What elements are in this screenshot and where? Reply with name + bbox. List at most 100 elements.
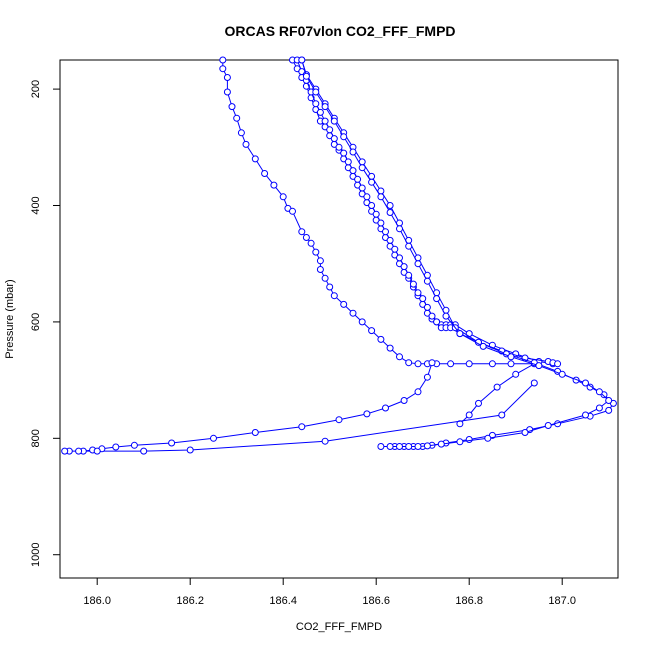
data-point bbox=[475, 399, 482, 407]
data-point bbox=[261, 170, 269, 177]
y-tick-label: 400 bbox=[30, 196, 42, 214]
data-point bbox=[302, 72, 310, 80]
data-point bbox=[368, 202, 376, 209]
data-point bbox=[312, 88, 320, 96]
data-point bbox=[377, 219, 385, 227]
series-line bbox=[301, 59, 610, 447]
x-tick-label: 186.6 bbox=[362, 595, 390, 607]
data-point bbox=[340, 149, 348, 157]
series-lower-layer bbox=[61, 359, 538, 455]
series-line bbox=[296, 59, 558, 365]
data-point bbox=[349, 148, 357, 156]
data-point bbox=[386, 443, 394, 450]
data-point bbox=[330, 135, 338, 143]
data-point bbox=[307, 239, 315, 247]
x-axis-label: CO2_FFF_FMPD bbox=[296, 621, 382, 633]
data-point bbox=[237, 129, 245, 137]
data-point bbox=[251, 155, 259, 163]
data-point bbox=[423, 277, 431, 285]
data-point bbox=[465, 436, 473, 443]
data-point bbox=[595, 388, 603, 396]
data-point bbox=[382, 404, 389, 412]
data-point bbox=[335, 416, 343, 424]
data-point bbox=[414, 388, 422, 396]
data-point bbox=[605, 397, 613, 404]
data-point bbox=[405, 271, 413, 279]
y-tick-label: 600 bbox=[30, 313, 42, 331]
data-point bbox=[321, 103, 329, 111]
data-point bbox=[396, 443, 403, 450]
data-point bbox=[535, 362, 543, 370]
data-point bbox=[321, 437, 329, 445]
data-point bbox=[414, 360, 422, 368]
data-point bbox=[349, 309, 357, 317]
y-tick-label: 800 bbox=[30, 429, 42, 447]
data-point bbox=[321, 274, 329, 282]
x-tick-label: 186.4 bbox=[269, 595, 297, 607]
data-point bbox=[423, 303, 431, 311]
data-point bbox=[93, 447, 101, 455]
data-point bbox=[377, 443, 385, 450]
y-axis-label: Pressure (mbar) bbox=[4, 279, 16, 358]
data-point bbox=[223, 74, 231, 81]
data-point bbox=[377, 335, 385, 343]
series-layer bbox=[61, 56, 617, 455]
data-point bbox=[242, 140, 250, 148]
data-point bbox=[312, 248, 320, 256]
data-point bbox=[219, 56, 227, 64]
data-point bbox=[326, 283, 334, 291]
series-line bbox=[64, 362, 535, 452]
data-point bbox=[586, 383, 594, 391]
data-point bbox=[396, 225, 403, 233]
data-point bbox=[433, 318, 441, 326]
data-point bbox=[330, 117, 338, 125]
data-point bbox=[298, 228, 306, 236]
series-descent-4 bbox=[298, 56, 617, 450]
data-point bbox=[419, 295, 427, 303]
data-point bbox=[465, 411, 473, 419]
x-tick-label: 186.2 bbox=[176, 595, 204, 607]
data-point bbox=[386, 236, 394, 244]
data-point bbox=[507, 353, 515, 361]
data-point bbox=[312, 100, 320, 108]
data-point bbox=[484, 434, 492, 442]
data-point bbox=[302, 234, 310, 241]
x-tick-label: 187.0 bbox=[548, 595, 576, 607]
data-point bbox=[298, 56, 306, 64]
data-point bbox=[507, 360, 515, 368]
data-point bbox=[433, 295, 441, 303]
data-point bbox=[428, 359, 436, 367]
plot-frame bbox=[59, 59, 619, 579]
y-tick-label: 1000 bbox=[30, 542, 42, 566]
data-point bbox=[233, 114, 241, 122]
data-point bbox=[321, 117, 329, 125]
data-point bbox=[112, 443, 120, 451]
data-point bbox=[405, 242, 413, 250]
data-point bbox=[493, 383, 501, 391]
data-point bbox=[223, 88, 231, 96]
data-point bbox=[75, 447, 83, 455]
data-point bbox=[340, 133, 348, 141]
series-descent-3 bbox=[293, 56, 562, 368]
series-descent-2 bbox=[289, 56, 557, 368]
data-point bbox=[316, 266, 324, 273]
data-point bbox=[330, 292, 338, 300]
data-point bbox=[386, 202, 394, 209]
data-point bbox=[358, 184, 366, 192]
data-point bbox=[130, 441, 138, 449]
data-point bbox=[368, 327, 376, 335]
data-point bbox=[372, 210, 380, 218]
data-point bbox=[479, 342, 487, 350]
data-point bbox=[582, 379, 589, 387]
data-point bbox=[358, 164, 366, 172]
data-point bbox=[530, 379, 538, 387]
data-point bbox=[340, 300, 348, 308]
data-point bbox=[414, 289, 422, 297]
data-point bbox=[447, 360, 455, 368]
data-point bbox=[210, 434, 217, 442]
data-point bbox=[554, 360, 562, 368]
data-point bbox=[405, 359, 413, 367]
data-point bbox=[186, 446, 194, 454]
x-tick-label: 186.0 bbox=[83, 595, 111, 607]
